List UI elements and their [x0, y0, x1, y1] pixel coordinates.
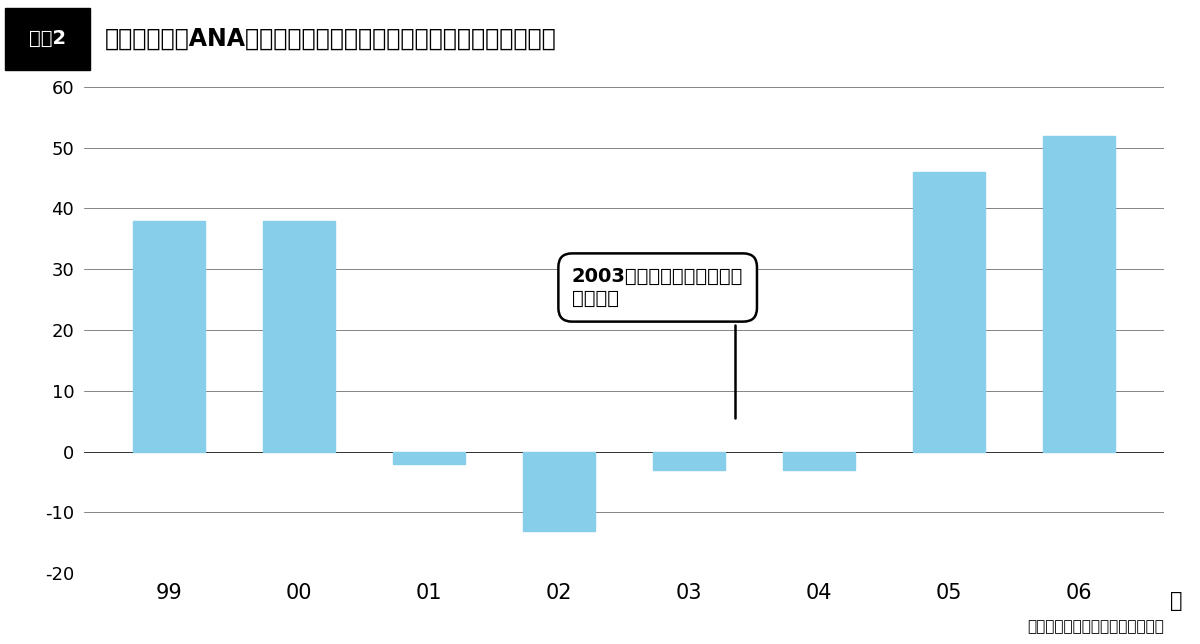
- Bar: [133, 221, 205, 451]
- Bar: [784, 451, 854, 470]
- Text: 図表2: 図表2: [29, 29, 66, 48]
- Bar: [523, 451, 595, 531]
- Text: 年: 年: [1170, 591, 1183, 611]
- Text: 出所：公開資料をもとに筆者作成: 出所：公開資料をもとに筆者作成: [1027, 620, 1164, 634]
- Bar: [653, 451, 725, 470]
- Bar: [394, 451, 464, 464]
- Bar: [1043, 136, 1115, 451]
- Text: 全日本空輸（ANA）のホテル事業の営業利益の推移（単位：億円）: 全日本空輸（ANA）のホテル事業の営業利益の推移（単位：億円）: [106, 26, 557, 51]
- Bar: [263, 221, 335, 451]
- Bar: [913, 172, 985, 451]
- FancyBboxPatch shape: [5, 8, 90, 70]
- Text: 2003年に海外ホテル事業は
完全撤退: 2003年に海外ホテル事業は 完全撤退: [572, 267, 743, 419]
